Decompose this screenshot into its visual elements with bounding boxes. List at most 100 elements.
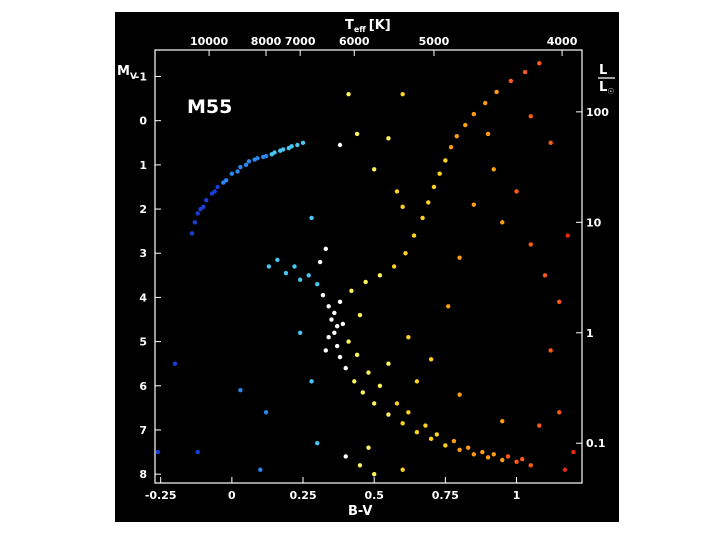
star-point — [334, 323, 340, 329]
star-point — [283, 270, 289, 276]
top-axis-title-sub: eff — [354, 25, 366, 34]
star-point — [483, 100, 488, 106]
top-tick-label: 4000 — [547, 35, 578, 48]
star-point — [377, 273, 383, 278]
x-tick-label: -0.25 — [145, 489, 177, 502]
right-tick-label: 10 — [586, 216, 602, 229]
right-axis-title-numerator: L — [599, 63, 607, 78]
star-point — [309, 379, 314, 384]
star-point — [300, 140, 306, 145]
y-tick-label: 0 — [139, 115, 147, 128]
star-point — [235, 169, 240, 174]
star-point — [371, 401, 377, 406]
star-point — [420, 215, 425, 221]
star-point — [471, 111, 477, 117]
star-point — [403, 251, 408, 256]
star-point — [269, 152, 274, 157]
star-point — [454, 133, 459, 139]
star-point — [406, 334, 411, 340]
x-tick-label: 0.25 — [289, 489, 316, 502]
star-point — [332, 330, 337, 335]
star-point — [443, 158, 448, 163]
star-point — [557, 410, 562, 415]
star-point — [258, 467, 263, 472]
x-tick-label: 0 — [228, 489, 236, 502]
star-point — [400, 421, 405, 426]
star-point — [400, 467, 405, 472]
star-point — [346, 91, 351, 97]
star-point — [411, 233, 417, 238]
star-point — [195, 449, 200, 455]
star-point — [508, 78, 514, 84]
star-point — [514, 459, 519, 464]
plot-border — [154, 49, 583, 484]
bottom-axis-title: B-V — [348, 504, 372, 519]
star-point — [371, 167, 377, 172]
star-point — [426, 200, 431, 205]
right-axis-title-denominator: L☉ — [599, 80, 614, 96]
star-point — [463, 122, 468, 128]
star-point — [400, 91, 405, 97]
star-point — [394, 401, 400, 406]
star-point — [371, 471, 377, 477]
star-point — [505, 454, 511, 459]
star-point — [562, 467, 568, 472]
star-point — [457, 447, 462, 453]
star-point — [346, 339, 351, 344]
star-point — [266, 264, 272, 269]
star-point — [343, 454, 348, 459]
hr-diagram-chart: M55 Teff [K] MV L L☉ B-V -0.25 0 0.25 0.5 0.7… — [117, 18, 615, 519]
left-axis-title: MV — [117, 64, 137, 82]
y-tick-label: 7 — [139, 424, 147, 437]
star-point — [192, 220, 198, 225]
star-point — [215, 184, 220, 190]
y-tick-label: 1 — [139, 159, 147, 172]
star-point — [386, 136, 391, 141]
star-point — [354, 352, 360, 358]
star-point — [565, 233, 570, 238]
star-point — [155, 449, 161, 455]
star-point — [386, 412, 391, 417]
star-point — [571, 449, 576, 455]
star-point — [323, 348, 328, 353]
star-point — [292, 264, 297, 269]
star-point — [443, 443, 448, 448]
star-point — [471, 452, 477, 457]
star-point — [201, 204, 206, 210]
y-tick-label: 3 — [139, 247, 147, 260]
star-point — [343, 365, 348, 371]
star-point — [522, 69, 528, 75]
star-point — [212, 189, 217, 194]
left-axis-title-main: M — [117, 64, 130, 79]
star-point — [189, 231, 195, 236]
y-tick-label: 6 — [139, 380, 147, 393]
star-point — [317, 259, 323, 265]
x-tick-label: 0.5 — [364, 489, 384, 502]
cluster-label: M55 — [187, 96, 232, 118]
star-point — [297, 277, 303, 282]
x-tick-label: 1 — [513, 489, 521, 502]
star-point — [229, 171, 235, 176]
star-point — [326, 304, 331, 309]
top-axis-title: Teff [K] — [345, 18, 391, 34]
star-point — [428, 357, 434, 362]
top-axis-title-main: T — [345, 18, 354, 33]
star-point — [315, 441, 320, 446]
star-point — [195, 211, 200, 216]
star-point — [366, 370, 371, 375]
star-point — [332, 310, 337, 316]
y-tick-label: -1 — [135, 71, 147, 84]
star-point — [377, 383, 383, 388]
star-point — [278, 148, 283, 153]
y-tick-label: 8 — [139, 468, 147, 481]
star-point — [548, 140, 553, 145]
star-point — [480, 449, 485, 455]
star-point — [286, 145, 291, 151]
star-point — [366, 445, 371, 450]
top-tick-label: 5000 — [419, 35, 450, 48]
star-point — [537, 423, 542, 428]
chart-panel: M55 Teff [K] MV L L☉ B-V -0.25 0 0.25 0.5 0.7… — [115, 12, 619, 522]
star-point — [557, 299, 562, 305]
star-point — [428, 436, 434, 442]
star-point — [320, 293, 326, 298]
